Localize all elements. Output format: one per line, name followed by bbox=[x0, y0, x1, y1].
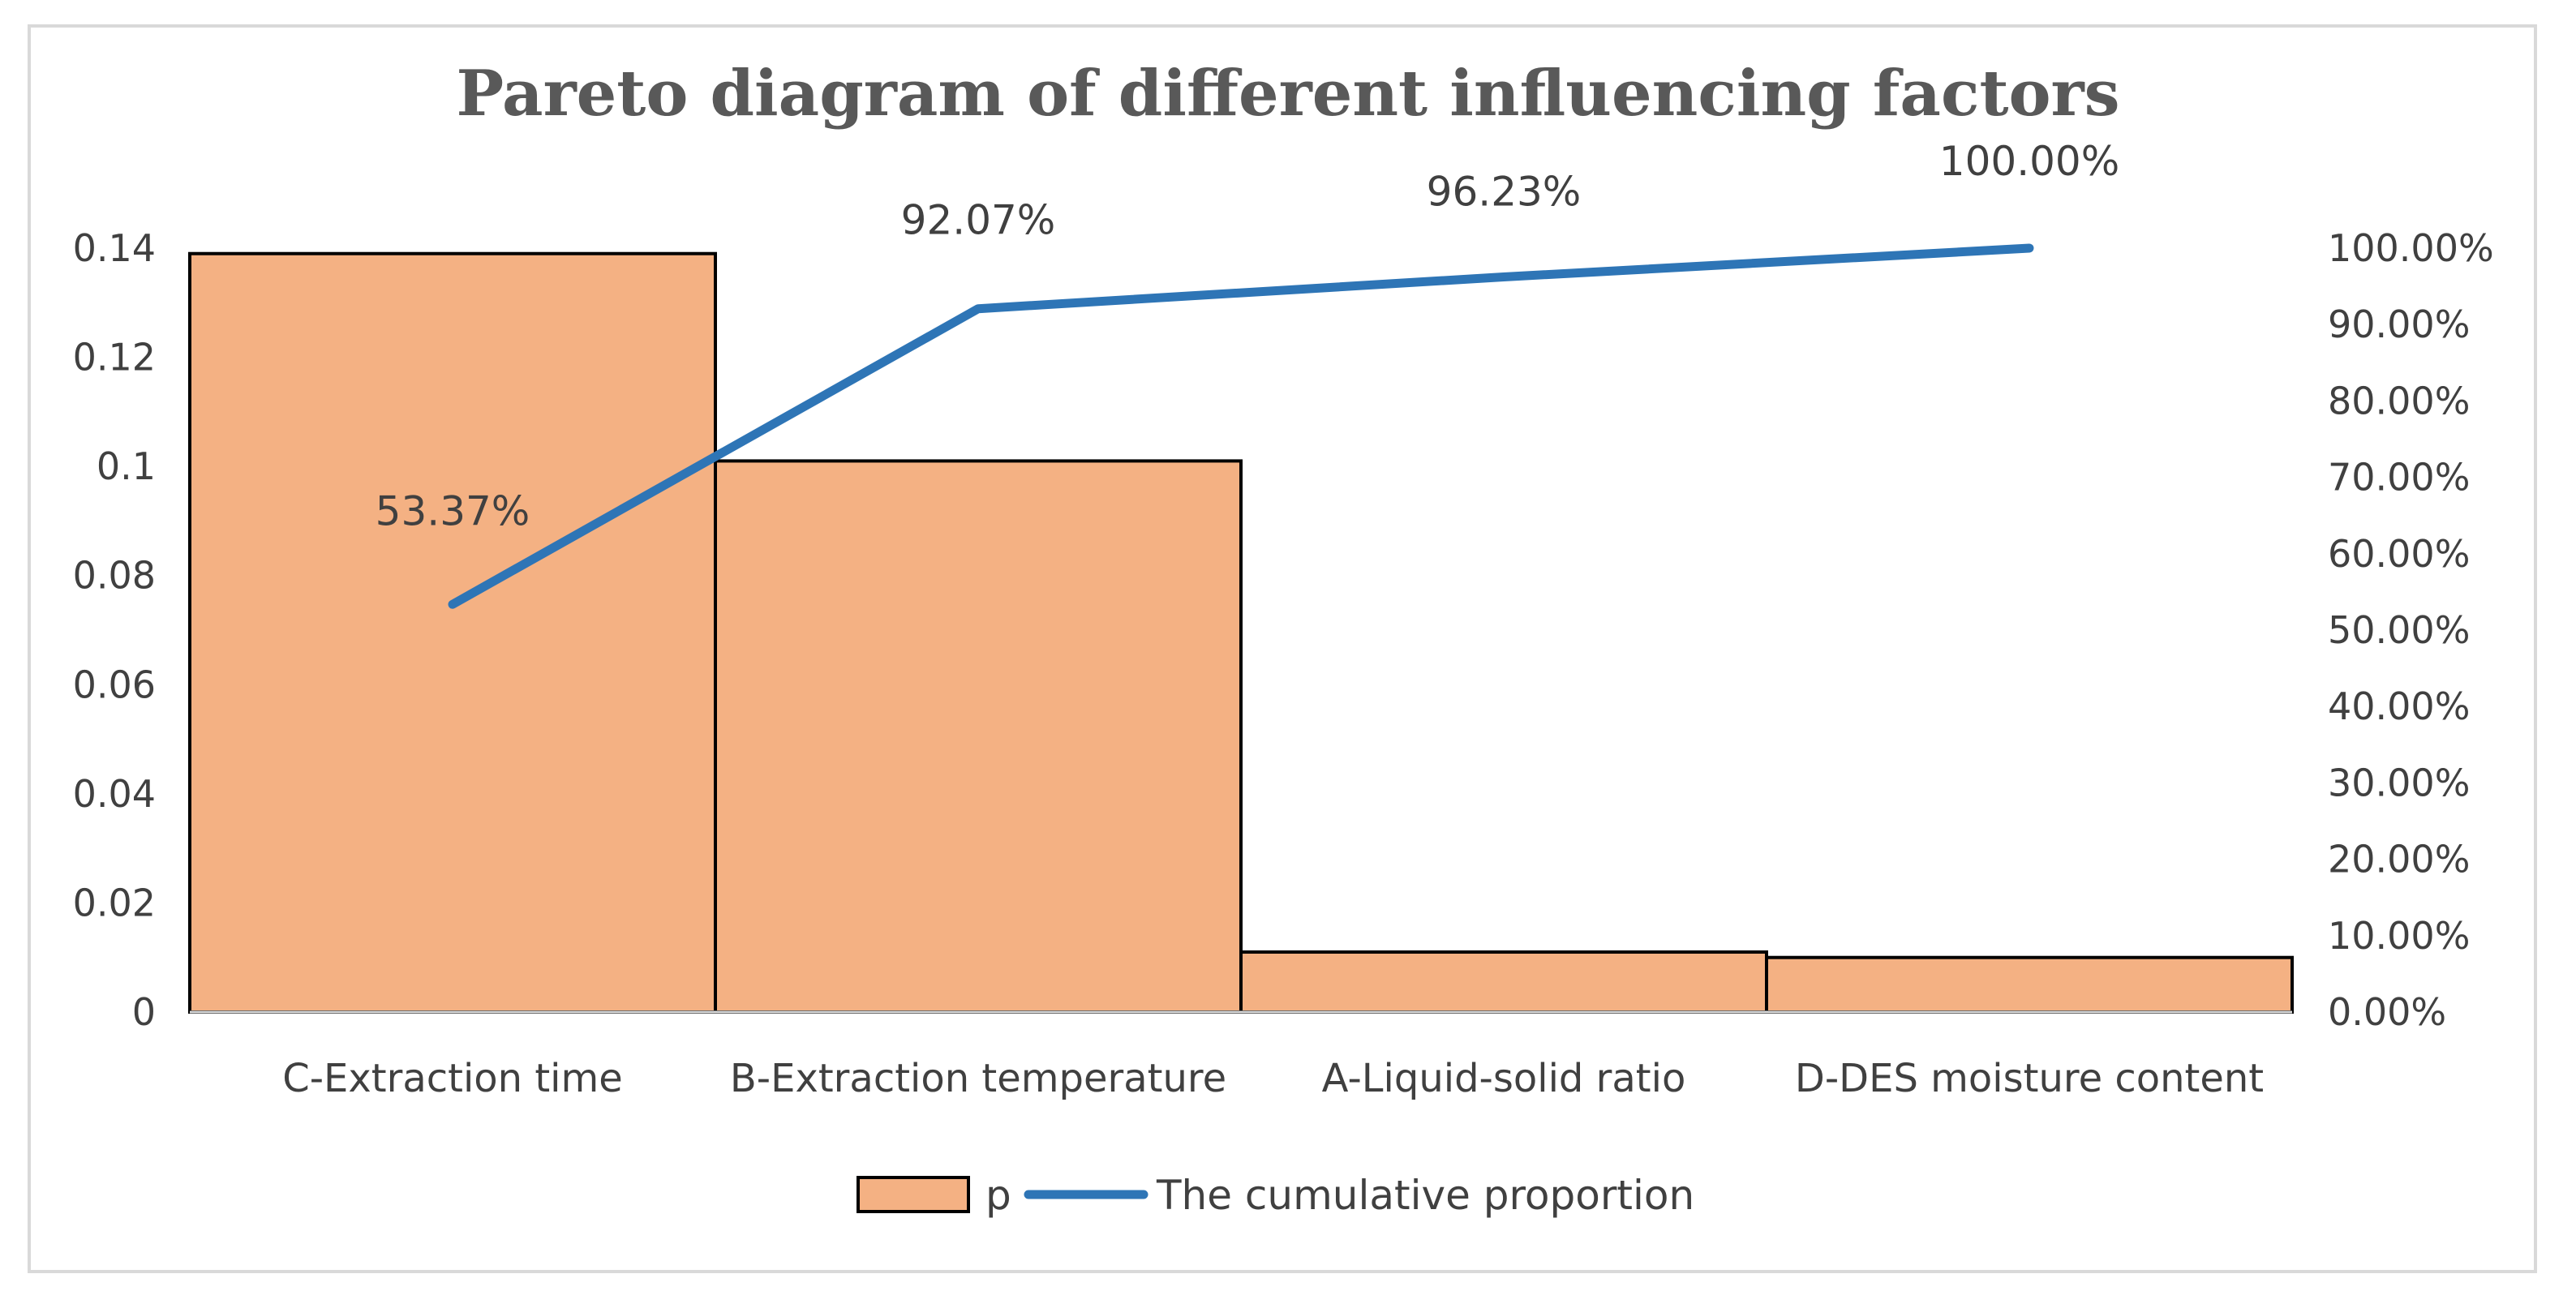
right-tick-label: 30.00% bbox=[2328, 761, 2470, 804]
right-tick-label: 90.00% bbox=[2328, 302, 2470, 346]
data-label: 53.37% bbox=[376, 487, 530, 534]
left-tick-label: 0.06 bbox=[73, 663, 156, 706]
category-label: D-DES moisture content bbox=[1795, 1056, 2264, 1101]
left-tick-label: 0.14 bbox=[73, 226, 156, 270]
bar-4 bbox=[1765, 955, 2294, 1014]
right-tick-label: 60.00% bbox=[2328, 532, 2470, 576]
bar-series bbox=[188, 251, 2294, 1014]
left-tick-label: 0.1 bbox=[97, 444, 156, 488]
right-axis: 0.00% 10.00% 20.00% 30.00% 40.00% 50.00% 60.00… bbox=[2328, 226, 2494, 1034]
category-label: A-Liquid-solid ratio bbox=[1322, 1056, 1686, 1101]
legend: p The cumulative proportion bbox=[857, 1172, 1694, 1219]
right-tick-label: 80.00% bbox=[2328, 379, 2470, 423]
right-tick-label: 20.00% bbox=[2328, 838, 2470, 881]
x-axis: C-Extraction time B-Extraction temperatur… bbox=[282, 1056, 2264, 1101]
data-label: 96.23% bbox=[1427, 169, 1582, 216]
category-label: C-Extraction time bbox=[282, 1056, 623, 1101]
data-labels: 53.37% 92.07% 96.23% 100.00% bbox=[376, 138, 2120, 534]
right-tick-label: 70.00% bbox=[2328, 456, 2470, 500]
left-tick-label: 0.04 bbox=[73, 772, 156, 816]
left-tick-label: 0.02 bbox=[73, 881, 156, 924]
right-tick-label: 40.00% bbox=[2328, 684, 2470, 728]
cumulative-line bbox=[448, 243, 2034, 609]
right-tick-label: 10.00% bbox=[2328, 914, 2470, 958]
right-tick-label: 50.00% bbox=[2328, 608, 2470, 652]
right-tick-label: 100.00% bbox=[2328, 226, 2494, 270]
bar-2 bbox=[714, 459, 1243, 1014]
chart-title: Pareto diagram of different influencing … bbox=[456, 57, 2119, 131]
data-label: 92.07% bbox=[901, 197, 1056, 244]
line-series bbox=[448, 243, 2034, 609]
data-label: 100.00% bbox=[1939, 138, 2119, 185]
category-label: B-Extraction temperature bbox=[730, 1056, 1226, 1101]
legend-bar-label: p bbox=[985, 1172, 1011, 1219]
left-tick-label: 0 bbox=[132, 990, 156, 1034]
left-axis: 0 0.02 0.04 0.06 0.08 0.1 0.12 0.14 bbox=[73, 226, 156, 1034]
right-tick-label: 0.00% bbox=[2328, 990, 2446, 1034]
left-tick-label: 0.08 bbox=[73, 554, 156, 598]
bar-1 bbox=[188, 251, 717, 1014]
legend-line-label: The cumulative proportion bbox=[1156, 1172, 1694, 1219]
legend-bar-swatch bbox=[857, 1176, 970, 1213]
left-tick-label: 0.12 bbox=[73, 336, 156, 380]
bar-3 bbox=[1239, 950, 1768, 1014]
